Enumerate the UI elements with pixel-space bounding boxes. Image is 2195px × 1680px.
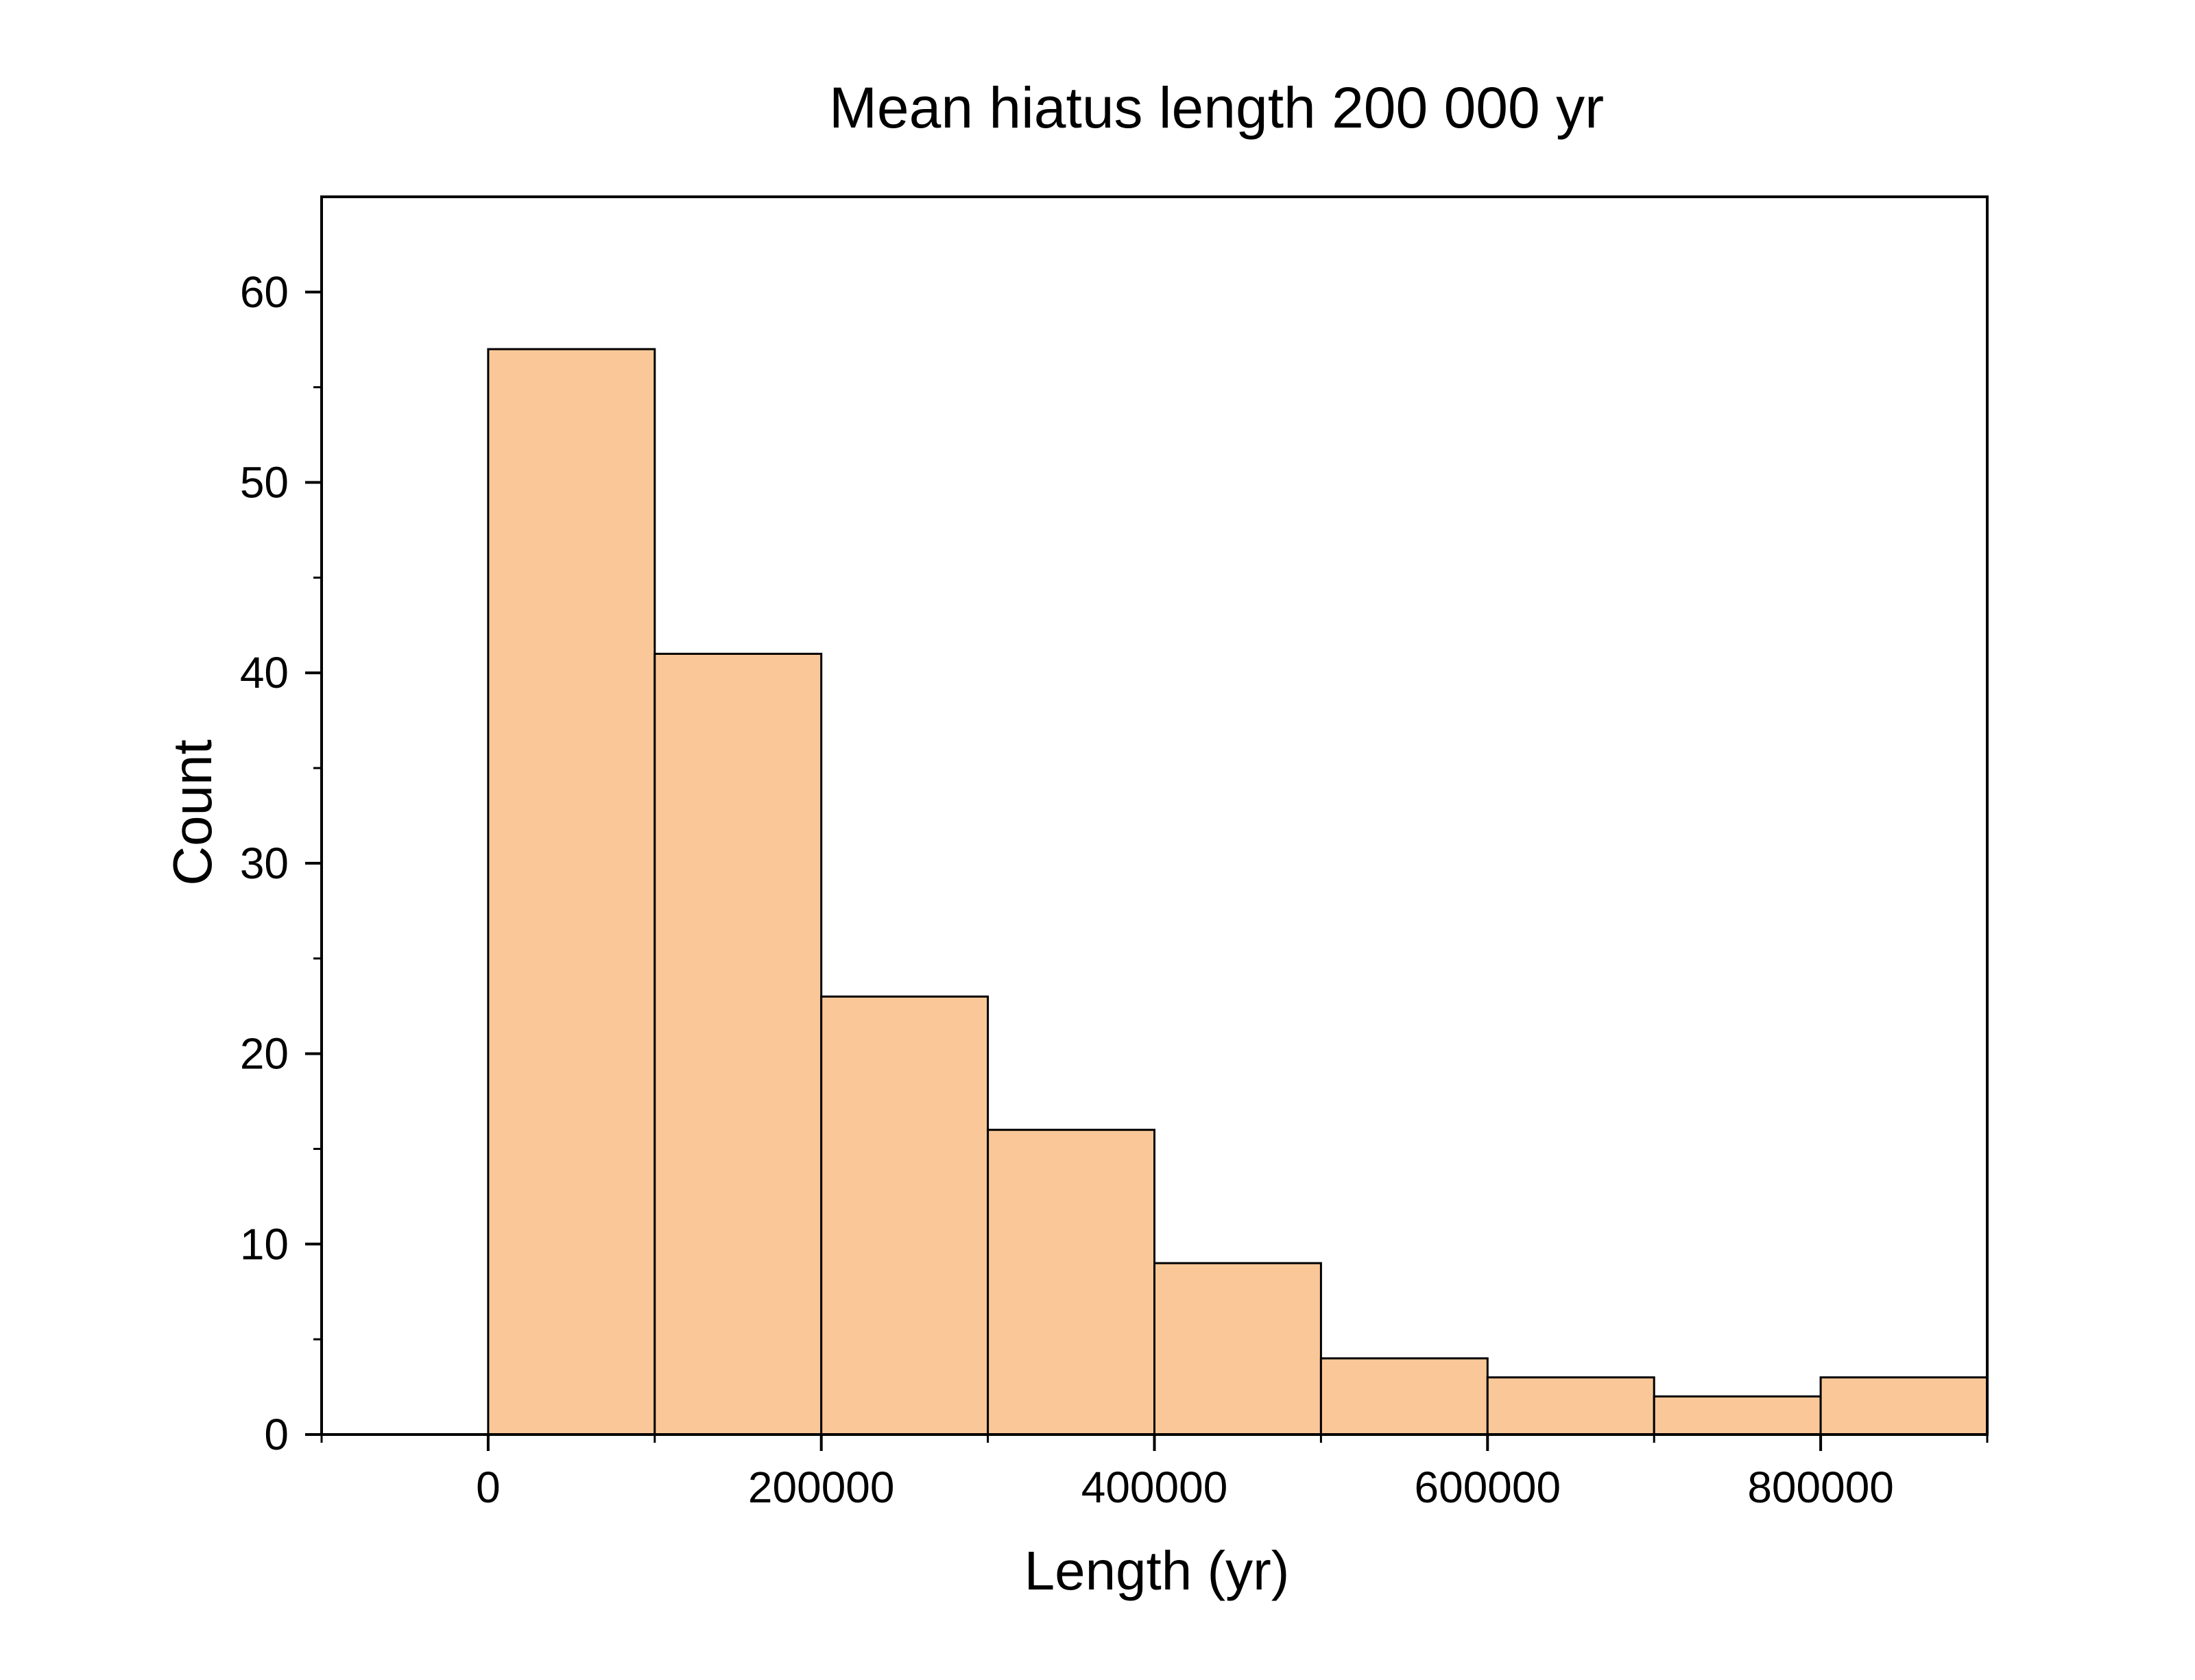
chart-title: Mean hiatus length 200 000 yr <box>829 75 1604 140</box>
histogram-bar <box>1486 1376 1655 1436</box>
y-tick-label: 50 <box>240 458 289 507</box>
x-axis-title: Length (yr) <box>1024 1540 1290 1601</box>
y-axis-title: Count <box>162 739 223 885</box>
y-tick-label: 20 <box>240 1029 289 1079</box>
y-tick-label: 10 <box>240 1219 289 1269</box>
histogram-bar <box>487 348 656 1436</box>
x-tick-label: 200000 <box>748 1463 895 1512</box>
histogram-bar <box>1153 1262 1322 1436</box>
x-tick-label: 600000 <box>1415 1463 1561 1512</box>
histogram-bar <box>1819 1376 1989 1436</box>
histogram-bar <box>987 1129 1155 1436</box>
histogram-bar <box>653 652 823 1436</box>
y-tick-label: 60 <box>240 267 289 317</box>
histogram-bar <box>1319 1357 1489 1436</box>
histogram-bar <box>820 995 989 1436</box>
y-tick-label: 40 <box>240 648 289 697</box>
x-tick-label: 400000 <box>1081 1463 1228 1512</box>
bars-layer <box>487 348 1989 1436</box>
y-tick-label: 0 <box>264 1410 289 1459</box>
x-tick-label: 0 <box>476 1463 501 1512</box>
y-tick-label: 30 <box>240 839 289 888</box>
histogram-bar <box>1653 1395 1822 1436</box>
x-tick-label: 800000 <box>1747 1463 1894 1512</box>
ticks-layer: 0 10 20 30 40 50 60 0 200000 400000 600000 800000 <box>240 267 1989 1512</box>
